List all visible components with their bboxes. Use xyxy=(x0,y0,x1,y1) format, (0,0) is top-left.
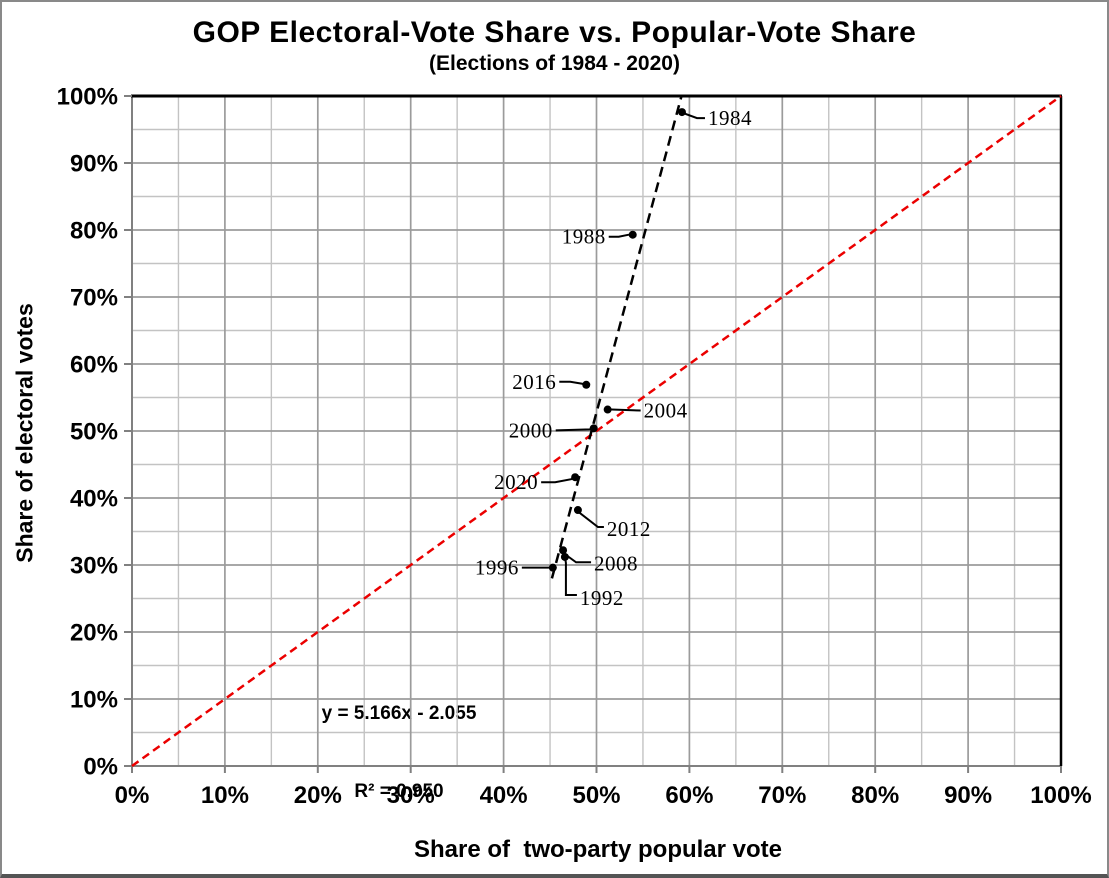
data-point-2016 xyxy=(582,380,591,389)
y-tick-label: 80% xyxy=(70,218,118,245)
leader-line-2012 xyxy=(577,509,604,529)
point-label-2008: 2008 xyxy=(594,551,638,575)
trendline-equation: y = 5.166x - 2.055 R² = 0.950 xyxy=(322,649,477,857)
x-tick-label: 50% xyxy=(572,782,620,809)
x-tick-label: 70% xyxy=(758,782,806,809)
y-tick-label: 0% xyxy=(83,754,118,781)
data-point-2000 xyxy=(589,424,598,433)
point-label-2016: 2016 xyxy=(512,370,556,394)
x-tick-label: 30% xyxy=(387,782,435,809)
point-label-1988: 1988 xyxy=(562,225,606,249)
y-tick-label: 30% xyxy=(70,553,118,580)
point-label-1992: 1992 xyxy=(580,586,624,610)
y-tick-label: 70% xyxy=(70,285,118,312)
data-point-1992 xyxy=(560,552,569,561)
point-label-2000: 2000 xyxy=(509,418,553,442)
x-tick-label: 0% xyxy=(115,782,150,809)
chart-subtitle: (Elections of 1984 - 2020) xyxy=(429,52,680,75)
point-label-2012: 2012 xyxy=(607,517,651,541)
leader-line-2000 xyxy=(555,427,594,432)
data-point-2004 xyxy=(603,405,612,414)
y-tick-label: 90% xyxy=(70,151,118,178)
point-label-2004: 2004 xyxy=(644,399,688,423)
chart-title: GOP Electoral-Vote Share vs. Popular-Vot… xyxy=(192,16,917,49)
x-tick-label: 40% xyxy=(480,782,528,809)
y-tick-label: 10% xyxy=(70,687,118,714)
leader-line-2020 xyxy=(541,476,576,484)
data-point-2020 xyxy=(571,473,580,482)
x-tick-label: 10% xyxy=(201,782,249,809)
point-label-2020: 2020 xyxy=(494,470,538,494)
y-tick-label: 100% xyxy=(57,84,118,111)
y-tick-label: 20% xyxy=(70,620,118,647)
trendline-equation-line: y = 5.166x - 2.055 xyxy=(321,703,477,724)
leader-line-2016 xyxy=(559,380,587,386)
leader-line-2004 xyxy=(607,408,641,412)
y-tick-label: 50% xyxy=(70,419,118,446)
y-tick-label: 60% xyxy=(70,352,118,379)
data-point-2012 xyxy=(573,506,582,515)
x-tick-label: 20% xyxy=(294,782,342,809)
x-tick-label: 60% xyxy=(665,782,713,809)
x-tick-label: 80% xyxy=(851,782,899,809)
point-label-1984: 1984 xyxy=(708,106,752,130)
x-tick-label: 100% xyxy=(1030,782,1091,809)
x-axis-title: Share of two-party popular vote xyxy=(413,836,783,863)
trendline-r-squared: R² = 0.950 xyxy=(354,781,444,802)
data-point-1984 xyxy=(677,108,686,117)
data-point-1988 xyxy=(628,230,637,239)
y-tick-label: 40% xyxy=(70,486,118,513)
data-point-2008 xyxy=(559,546,568,555)
data-point-1996 xyxy=(548,563,557,572)
trend-line xyxy=(550,95,683,579)
x-tick-label: 90% xyxy=(944,782,992,809)
point-label-1996: 1996 xyxy=(475,556,519,580)
